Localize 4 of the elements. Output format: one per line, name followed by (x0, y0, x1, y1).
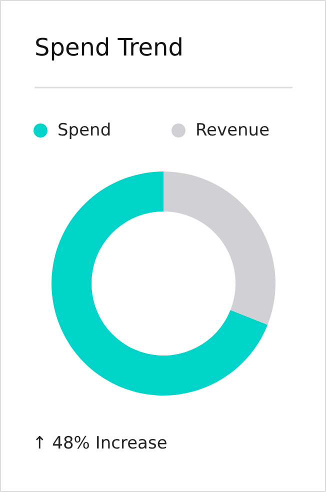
text: ↑ 48% Increase (32, 434, 168, 454)
legend-label: Revenue (196, 120, 270, 140)
legend-label: Spend (58, 120, 112, 140)
chart-title: Spend Trend (34, 34, 184, 62)
